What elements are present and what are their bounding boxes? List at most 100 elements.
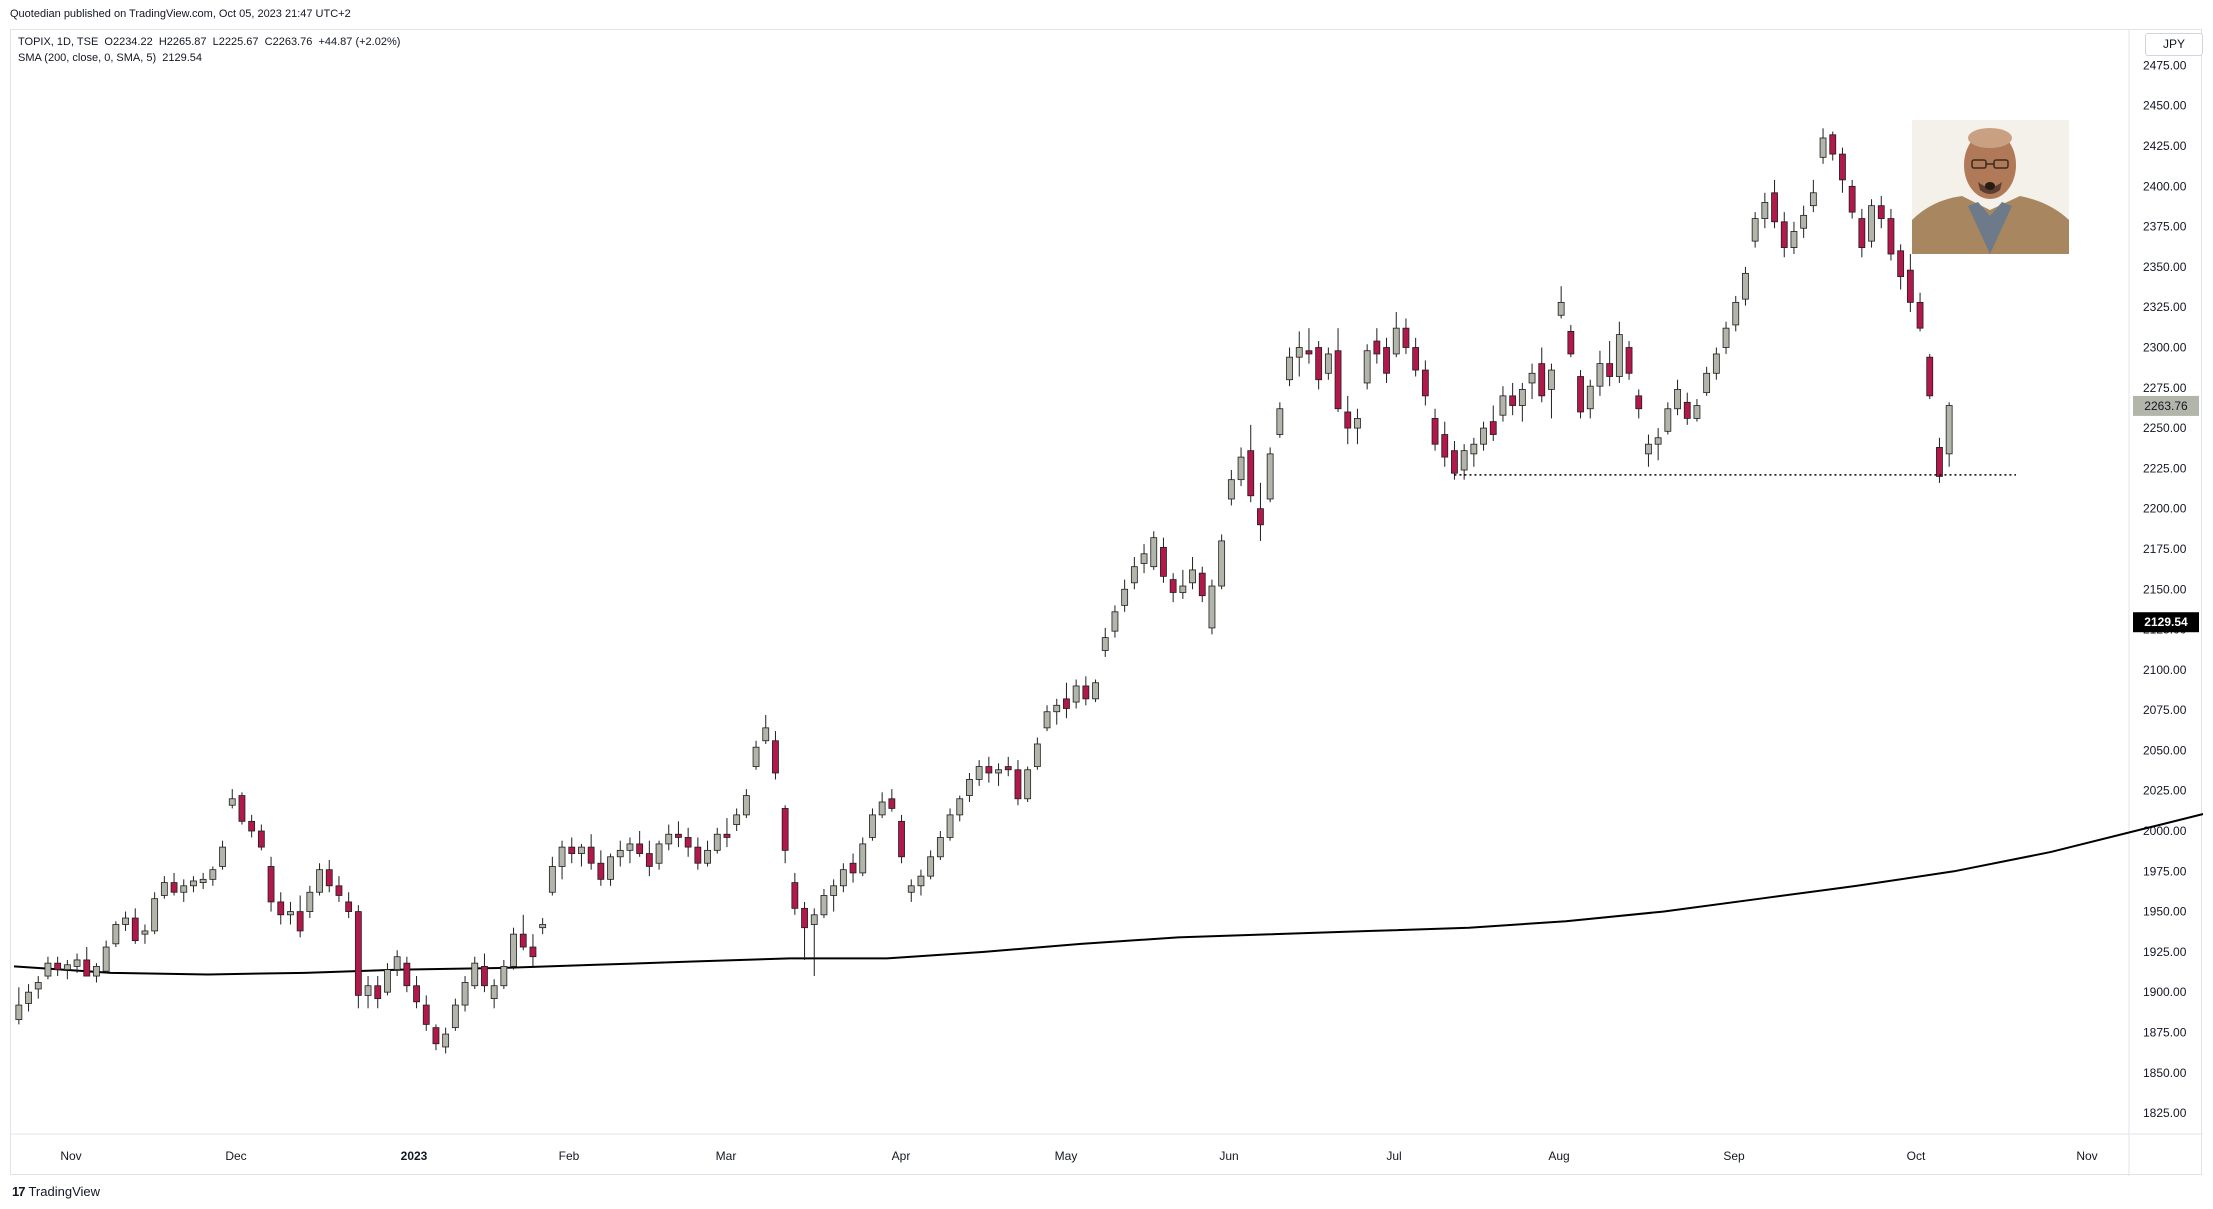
candle-body: [1936, 447, 1943, 477]
candle-body: [102, 946, 110, 972]
candle-body: [1732, 301, 1740, 326]
candle-body: [335, 885, 343, 896]
y-tick-label: 2075.00: [2143, 703, 2187, 717]
x-axis-label: Dec: [225, 1149, 246, 1163]
candle-body: [354, 911, 362, 996]
y-tick-label: 2300.00: [2143, 341, 2187, 355]
inset-portrait-image: [1912, 120, 2069, 254]
tradingview-mark-icon: 17: [12, 1184, 26, 1199]
candle-body: [1402, 327, 1410, 348]
candle-body: [878, 801, 886, 816]
x-axis-label: Mar: [716, 1149, 737, 1163]
y-tick-label: 2175.00: [2143, 542, 2187, 556]
candle-body: [1227, 479, 1235, 500]
candle-body: [257, 830, 265, 848]
x-axis-label: Oct: [1907, 1149, 1926, 1163]
candle-body: [1528, 372, 1536, 384]
y-tick-label: 2275.00: [2143, 381, 2187, 395]
candle-body: [1567, 330, 1575, 355]
candle-body: [306, 891, 314, 912]
candle-body: [316, 869, 323, 893]
y-tick-label: 1850.00: [2143, 1066, 2187, 1080]
candle-body: [1315, 347, 1323, 381]
candle-body: [1887, 218, 1895, 255]
candle-body: [1596, 363, 1604, 387]
candle-body: [801, 907, 808, 929]
candle-body: [1693, 405, 1701, 419]
candle-body: [849, 862, 857, 874]
candle-body: [1198, 572, 1206, 597]
x-axis-label: Feb: [559, 1149, 580, 1163]
candle-body: [1344, 411, 1352, 429]
candle-body: [1257, 508, 1264, 526]
y-tick-label: 2400.00: [2143, 179, 2187, 193]
candle-body: [1276, 408, 1284, 435]
candle-body: [723, 833, 731, 838]
candle-body: [481, 965, 488, 987]
currency-button[interactable]: JPY: [2145, 33, 2203, 56]
last-price-label-bg: [2133, 395, 2199, 416]
candle-body: [73, 959, 81, 967]
y-tick-label: 2050.00: [2143, 743, 2187, 757]
candle-body: [1169, 579, 1177, 593]
candle-body: [665, 833, 673, 845]
candle-body: [34, 982, 42, 990]
candle-body: [1635, 395, 1643, 410]
candle-body: [1509, 395, 1517, 406]
candle-body: [413, 985, 420, 1003]
candle-body: [1518, 389, 1526, 406]
candle-body: [781, 808, 789, 851]
candle-body: [1538, 363, 1546, 397]
candle-body: [151, 898, 159, 932]
candle-body: [1421, 369, 1429, 397]
candle-body: [1664, 408, 1672, 432]
candle-body: [141, 930, 149, 935]
candle-body: [267, 866, 275, 903]
symbol-legend[interactable]: TOPIX, 1D, TSE O2234.22 H2265.87 L2225.6…: [18, 36, 401, 48]
candle-body: [1829, 134, 1837, 155]
candle-body: [917, 875, 925, 887]
candle-body: [190, 880, 197, 887]
candle-body: [772, 740, 779, 774]
candle-body: [713, 833, 721, 851]
sma-value-label: 2129.54: [2144, 615, 2188, 629]
candle-body: [228, 798, 236, 806]
candle-body: [500, 965, 508, 987]
candle-body: [1208, 585, 1216, 629]
tradingview-logo[interactable]: 17 TradingView: [12, 1184, 100, 1199]
y-tick-label: 2225.00: [2143, 461, 2187, 475]
candle-body: [63, 964, 71, 971]
candle-body: [1839, 153, 1846, 181]
candle-body: [15, 1004, 23, 1020]
candle-body: [131, 917, 139, 941]
candle-body: [1751, 218, 1759, 242]
candle-body: [1431, 418, 1439, 445]
candle-body: [490, 985, 498, 1000]
candle-body: [1247, 450, 1255, 497]
candle-body: [578, 846, 585, 854]
candle-body: [1441, 434, 1449, 458]
candle-body: [1916, 301, 1924, 329]
candle-body: [927, 856, 935, 877]
candle-body: [83, 959, 91, 977]
candle-body: [1761, 202, 1769, 219]
candle-body: [296, 911, 304, 932]
chart-frame[interactable]: 1825.00 1850.00 1875.00 1900.00 1925.00 1950.…: [10, 29, 2203, 1176]
candle-body: [1295, 347, 1303, 358]
price-chart[interactable]: 1825.00 1850.00 1875.00 1900.00 1925.00 1950.…: [11, 30, 2203, 1176]
sma-legend[interactable]: SMA (200, close, 0, SMA, 5) 2129.54: [18, 52, 203, 64]
candle-body: [112, 924, 120, 945]
x-axis-label: Nov: [60, 1149, 81, 1163]
candle-body: [170, 882, 178, 893]
candle-body: [752, 746, 760, 767]
candle-body: [374, 985, 382, 1000]
candle-body: [1499, 395, 1507, 416]
candle-body: [539, 924, 547, 929]
candle-body: [1858, 218, 1866, 248]
candle-body: [209, 869, 217, 880]
candle-body: [1014, 769, 1022, 800]
y-tick-label: 1925.00: [2143, 945, 2187, 959]
candle-body: [1373, 340, 1381, 355]
candle-body: [1906, 269, 1914, 303]
candle-body: [1703, 372, 1711, 394]
